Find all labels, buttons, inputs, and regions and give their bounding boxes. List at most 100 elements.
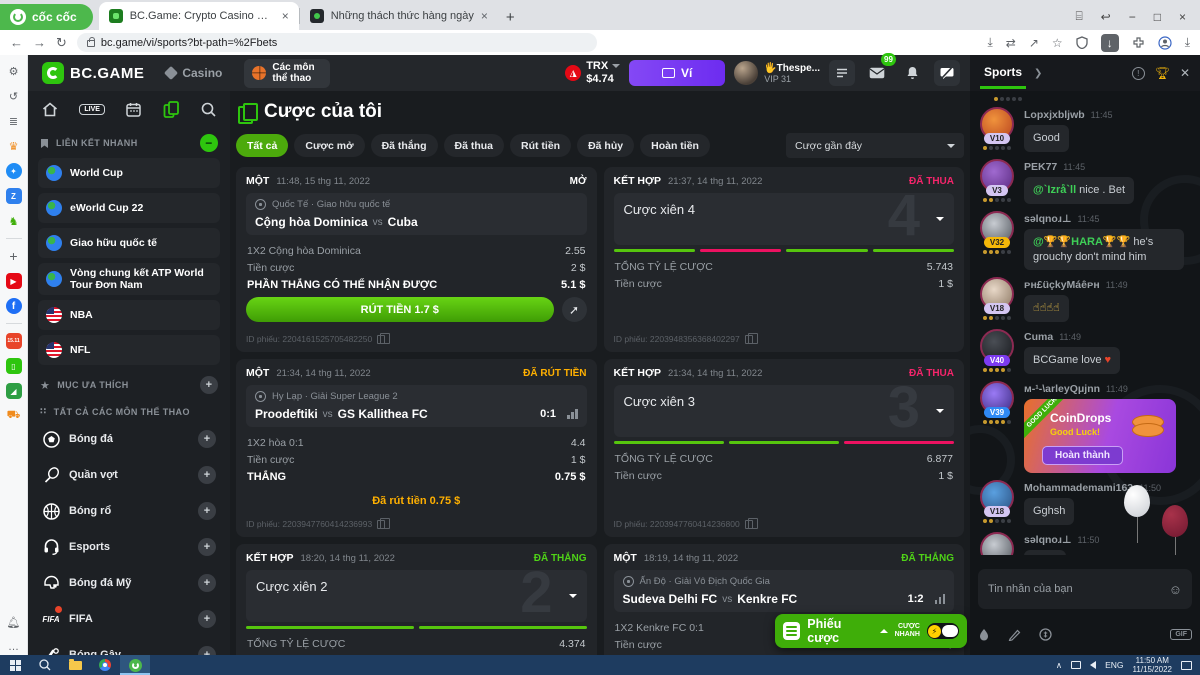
filter-won[interactable]: Đã thắng [370, 134, 438, 157]
event-box[interactable]: Hy Lạp · Giải Super League 2 Proodeftiki… [246, 385, 587, 427]
expand-button[interactable]: + [198, 502, 216, 520]
mail-button[interactable]: 99 [864, 53, 896, 86]
filter-lost[interactable]: Đã thua [443, 134, 505, 157]
taskbar-clock[interactable]: 11:50 AM 11/15/2022 [1133, 656, 1172, 674]
chat-username[interactable]: Mohammademami163 [1024, 482, 1134, 495]
filter-cancelled[interactable]: Đã hủy [577, 134, 635, 157]
share-icon[interactable]: ↗ [1028, 35, 1039, 50]
coindrops-claim-button[interactable]: Hoàn thành [1042, 446, 1123, 466]
browser-tab-challenges[interactable]: Những thách thức hàng ngày × [300, 2, 498, 30]
sidebar-item-world-cup[interactable]: World Cup [38, 158, 220, 188]
sidebar-item-esports[interactable]: Esports + [38, 531, 220, 563]
downloads-tray-icon[interactable]: ⤓ [1184, 35, 1190, 49]
expand-button[interactable]: + [198, 538, 216, 556]
chat-username[interactable]: PEK77 [1024, 160, 1058, 173]
shopping-cart-icon[interactable]: ⛟ [6, 409, 21, 421]
expand-button[interactable]: + [198, 430, 216, 448]
download-icon[interactable]: ↓ [1100, 33, 1119, 52]
action-center-icon[interactable] [1181, 660, 1192, 670]
chat-input[interactable] [988, 583, 1169, 595]
chevron-down-icon[interactable] [936, 217, 944, 221]
menu-list-button[interactable] [829, 60, 855, 86]
close-chat-icon[interactable]: ✕ [1179, 66, 1190, 80]
expand-button[interactable]: + [198, 646, 216, 655]
save-page-icon[interactable]: ⤓ [987, 35, 993, 49]
tab-close-icon[interactable]: × [281, 9, 289, 23]
battery-saver-icon[interactable]: ▯ [5, 358, 22, 374]
education-icon[interactable]: ◢ [5, 383, 22, 399]
chat-username[interactable]: Cuma [1024, 331, 1054, 344]
copy-icon[interactable] [377, 332, 391, 344]
translate-icon[interactable]: ⇄ [1005, 35, 1016, 50]
expand-button[interactable]: + [198, 466, 216, 484]
avatar[interactable] [980, 531, 1014, 555]
games-icon[interactable]: ♞ [8, 215, 19, 228]
forward-button[interactable]: → [33, 35, 46, 50]
window-close-button[interactable]: × [1178, 9, 1186, 24]
sidebar-item-soccer[interactable]: Bóng đá + [38, 423, 220, 455]
settings-gear-icon[interactable]: ⚙ [8, 65, 19, 78]
pencil-icon[interactable] [1008, 629, 1021, 641]
copy-icon[interactable] [744, 332, 758, 344]
share-bet-button[interactable]: ➚ [561, 297, 587, 322]
my-bets-icon[interactable] [163, 101, 180, 118]
start-button[interactable] [0, 655, 30, 675]
sidebar-item-eworld-cup[interactable]: eWorld Cup 22 [38, 193, 220, 223]
sidebar-item-international-friendlies[interactable]: Giao hữu quốc tế [38, 228, 220, 258]
language-indicator[interactable]: ENG [1105, 660, 1124, 670]
chrome-button[interactable] [90, 655, 120, 675]
event-box[interactable]: Ấn Độ · Giải Vô Địch Quốc Gia Sudeva Del… [613, 570, 954, 612]
show-hidden-icons[interactable]: ∧ [1055, 659, 1063, 670]
browser-tab-bcgame[interactable]: BC.Game: Crypto Casino Gan × [98, 2, 299, 30]
messenger-icon[interactable]: ✦ [5, 163, 22, 179]
currency-selector[interactable]: ◮ TRX $4.74 [565, 60, 621, 86]
nav-sports[interactable]: Các môn thể thao [244, 58, 331, 88]
chat-input-box[interactable]: ☺ [978, 569, 1192, 609]
calendar-icon[interactable] [126, 102, 142, 117]
live-icon[interactable]: LIVE [79, 104, 105, 115]
coccoc-menu-button[interactable]: cốc cốc [0, 4, 93, 30]
taskbar-search-button[interactable] [30, 655, 60, 675]
crown-icon[interactable]: ♛ [8, 140, 19, 153]
quick-bet-toggle[interactable]: ⚡︎ [926, 623, 959, 639]
window-minimize-button[interactable]: − [1128, 9, 1136, 24]
address-bar[interactable]: bc.game/vi/sports?bt-path=%2Fbets [76, 33, 597, 52]
facebook-icon[interactable]: f [5, 298, 22, 314]
chat-username[interactable]: sǝlqnoɹ⊥ [1024, 212, 1072, 225]
tab-close-icon[interactable]: × [480, 9, 488, 23]
chat-username[interactable]: ᴍ-¹-\arleyQμjnn [1024, 383, 1101, 396]
notifications-button[interactable] [899, 60, 925, 86]
home-icon[interactable] [42, 102, 58, 117]
chat-username[interactable]: sǝlqnoɹ⊥ [1024, 533, 1072, 546]
event-box[interactable]: Quốc Tế · Giao hữu quốc tế Cộng hòa Domi… [246, 193, 587, 235]
sidebar-item-tennis[interactable]: Quần vợt + [38, 459, 220, 491]
bell-icon[interactable]: 🔔︎ [6, 616, 21, 629]
sidebar-item-atp-finals[interactable]: Vòng chung kết ATP World Tour Đơn Nam [38, 263, 220, 295]
stats-icon[interactable] [934, 594, 945, 604]
chat-username[interactable]: Lopxjxbljwb [1024, 109, 1085, 121]
coindrops-card[interactable]: GOOD LUCK CoinDrops Good Luck! Hoàn thàn… [1024, 399, 1176, 474]
add-shortcut-icon[interactable]: + [9, 248, 18, 264]
recent-tabs-icon[interactable]: ↩ [1100, 9, 1111, 24]
filter-all[interactable]: Tất cả [236, 134, 289, 157]
sort-dropdown[interactable]: Cược gần đây [786, 133, 964, 158]
copy-icon[interactable] [744, 517, 758, 529]
filter-refund[interactable]: Hoàn tiền [640, 134, 710, 157]
new-tab-button[interactable]: + [505, 9, 515, 26]
chat-mention[interactable]: @`Izrå`ll [1033, 183, 1077, 196]
bcgame-logo[interactable]: BC.GAME [42, 62, 144, 84]
chat-mention[interactable]: @🏆🏆HARA🏆🏆 [1033, 235, 1131, 248]
youtube-icon[interactable]: ▶ [5, 273, 22, 289]
sidebar-item-basketball[interactable]: Bóng rổ + [38, 495, 220, 527]
sidebar-item-nba[interactable]: NBA [38, 300, 220, 330]
coin-icon[interactable] [1039, 628, 1052, 641]
wallet-button[interactable]: Ví [629, 60, 726, 86]
zalo-icon[interactable]: Z [5, 188, 22, 204]
volume-icon[interactable] [1090, 661, 1097, 669]
expand-button[interactable]: + [198, 574, 216, 592]
chat-username[interactable]: ᴘʜ£üçkyMáêᴘʜ [1024, 279, 1100, 292]
profile-avatar-icon[interactable] [1158, 35, 1172, 50]
nav-casino[interactable]: Casino [158, 63, 230, 83]
file-explorer-button[interactable] [60, 655, 90, 675]
back-button[interactable]: ← [10, 35, 23, 50]
